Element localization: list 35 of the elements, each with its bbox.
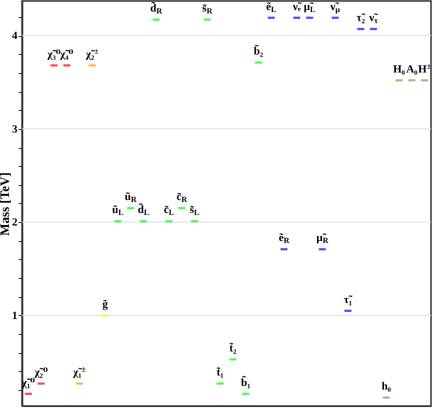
x-tick-label: χ̃₃⁰ — [46, 48, 61, 60]
x-tick-label: d̃$_{L}$ — [138, 203, 150, 218]
x-tick-label: ũ$_{L}$ — [112, 204, 124, 218]
x-tick-label: ν̃$_{τ}$ — [368, 12, 378, 25]
y-tick-label: 4 — [12, 30, 18, 42]
x-tick-label: b̃₁ — [240, 376, 250, 389]
x-tick-label: c̃$_{R}$ — [176, 191, 188, 204]
y-axis-title: Mass [TeV] — [0, 172, 12, 236]
x-tick-label: h₀ — [382, 380, 392, 393]
x-tick-label: ẽ$_{L}$ — [266, 0, 276, 14]
x-tick-label: A₀ — [406, 63, 418, 76]
x-tick-label: ũ$_{R}$ — [124, 191, 137, 204]
x-tick-label: ν̃$_{μ}$ — [329, 0, 340, 14]
x-tick-label: χ̃₁$^{±}$ — [72, 364, 87, 379]
x-tick-label: H₀ — [393, 63, 406, 76]
y-tick-label: 2 — [12, 216, 18, 229]
x-tick-label: t̃₂ — [229, 342, 238, 354]
x-tick-label: s̃$_{L}$ — [190, 204, 200, 218]
y-tick-label: 3 — [12, 123, 18, 136]
x-tick-label: χ̃₂$^{±}$ — [84, 46, 100, 60]
x-tick-label: τ̃₁ — [344, 294, 353, 306]
x-tick-label: d̃$_{R}$ — [150, 2, 162, 16]
x-tick-label: ẽ$_{R}$ — [278, 232, 290, 246]
x-tick-label: g̃ — [102, 298, 108, 310]
x-tick-label: t̃₁ — [216, 366, 224, 379]
x-tick-label: μ̃$_{R}$ — [316, 232, 329, 246]
x-tick-label: b̃₂ — [254, 44, 264, 58]
x-tick-label: τ̃₂ — [356, 12, 366, 24]
x-tick-label: μ̃$_{L}$ — [304, 0, 316, 14]
x-tick-label: s̃$_{R}$ — [202, 2, 213, 16]
y-tick-label: 1 — [12, 310, 18, 322]
x-tick-label: ν̃ₑ — [292, 0, 302, 13]
x-tick-label: c̃$_{L}$ — [164, 204, 174, 218]
x-tick-label: χ̃₂⁰ — [34, 366, 48, 379]
x-tick-label: χ̃₄⁰ — [59, 48, 74, 60]
